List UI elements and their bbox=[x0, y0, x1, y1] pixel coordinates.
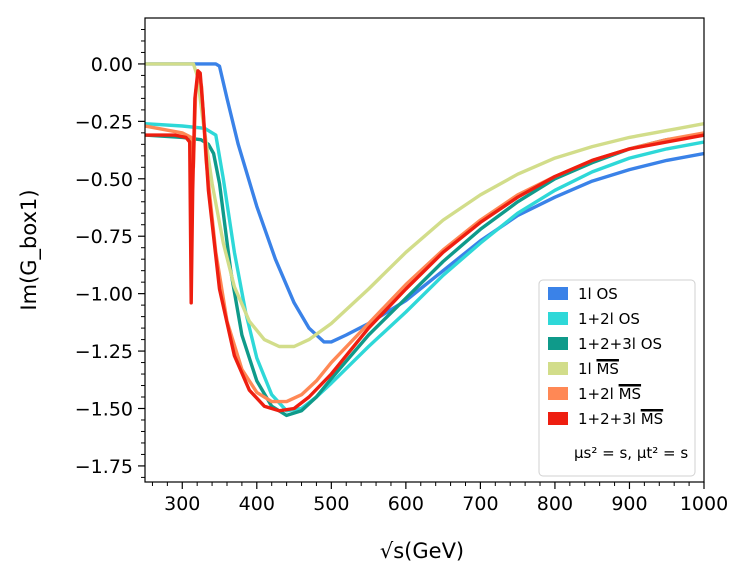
legend-label: 1+2l OS bbox=[578, 310, 640, 328]
legend-swatch bbox=[548, 362, 568, 375]
legend-swatch bbox=[548, 337, 568, 350]
y-tick-label: −0.25 bbox=[75, 111, 133, 133]
y-tick-label: −1.00 bbox=[75, 284, 133, 306]
y-tick-label: 0.00 bbox=[91, 54, 133, 76]
x-tick-label: 1000 bbox=[680, 493, 728, 515]
series-line-1 bbox=[145, 62, 704, 344]
series-line-6 bbox=[145, 69, 704, 413]
legend-label: 1+2+3l OS bbox=[578, 335, 662, 353]
y-tick-label: −1.25 bbox=[75, 341, 133, 363]
plot-frame bbox=[144, 17, 705, 483]
legend-swatch bbox=[548, 312, 568, 325]
x-axis-label-text: √s(GeV) bbox=[380, 539, 464, 563]
legend-label: 1l OS bbox=[578, 285, 618, 303]
y-tick-label: −1.75 bbox=[75, 456, 133, 478]
legend-label: 1l MS bbox=[578, 360, 619, 378]
legend-swatch bbox=[548, 387, 568, 400]
x-axis-label: √s(GeV) bbox=[380, 539, 464, 563]
x-tick-label: 300 bbox=[164, 493, 200, 515]
x-tick-label: 800 bbox=[537, 493, 573, 515]
series-line-3 bbox=[145, 133, 704, 418]
legend-note: μs² = s, μt² = s bbox=[574, 444, 688, 462]
x-tick-label: 900 bbox=[611, 493, 647, 515]
legend-label: 1+2+3l MS bbox=[578, 410, 663, 428]
x-tick-label: 400 bbox=[239, 493, 275, 515]
legend-box bbox=[538, 279, 696, 477]
series-layer bbox=[145, 62, 704, 418]
legend-swatch bbox=[548, 287, 568, 300]
y-tick-label: −0.50 bbox=[75, 169, 133, 191]
legend: 1l OS 1+2l OS 1+2+3l OS 1l MS 1+2l MS 1+2+3l … bbox=[538, 279, 696, 477]
y-tick-label: −0.75 bbox=[75, 226, 133, 248]
x-tick-label: 700 bbox=[462, 493, 498, 515]
x-tick-label: 500 bbox=[313, 493, 349, 515]
ticks-layer: 300 400 500 600 700 800 900 1000 0.00 −0.25 −0.50 −… bbox=[75, 28, 728, 515]
y-axis-label-text: Im(G_box1) bbox=[17, 189, 42, 310]
legend-items: 1l OS 1+2l OS 1+2+3l OS 1l MS 1+2l MS 1+2+3l … bbox=[548, 285, 664, 428]
y-tick-label: −1.50 bbox=[75, 398, 133, 420]
legend-swatch bbox=[548, 412, 568, 425]
y-axis-label: Im(G_box1) bbox=[17, 189, 42, 310]
legend-label: 1+2l MS bbox=[578, 385, 641, 403]
x-tick-label: 600 bbox=[388, 493, 424, 515]
